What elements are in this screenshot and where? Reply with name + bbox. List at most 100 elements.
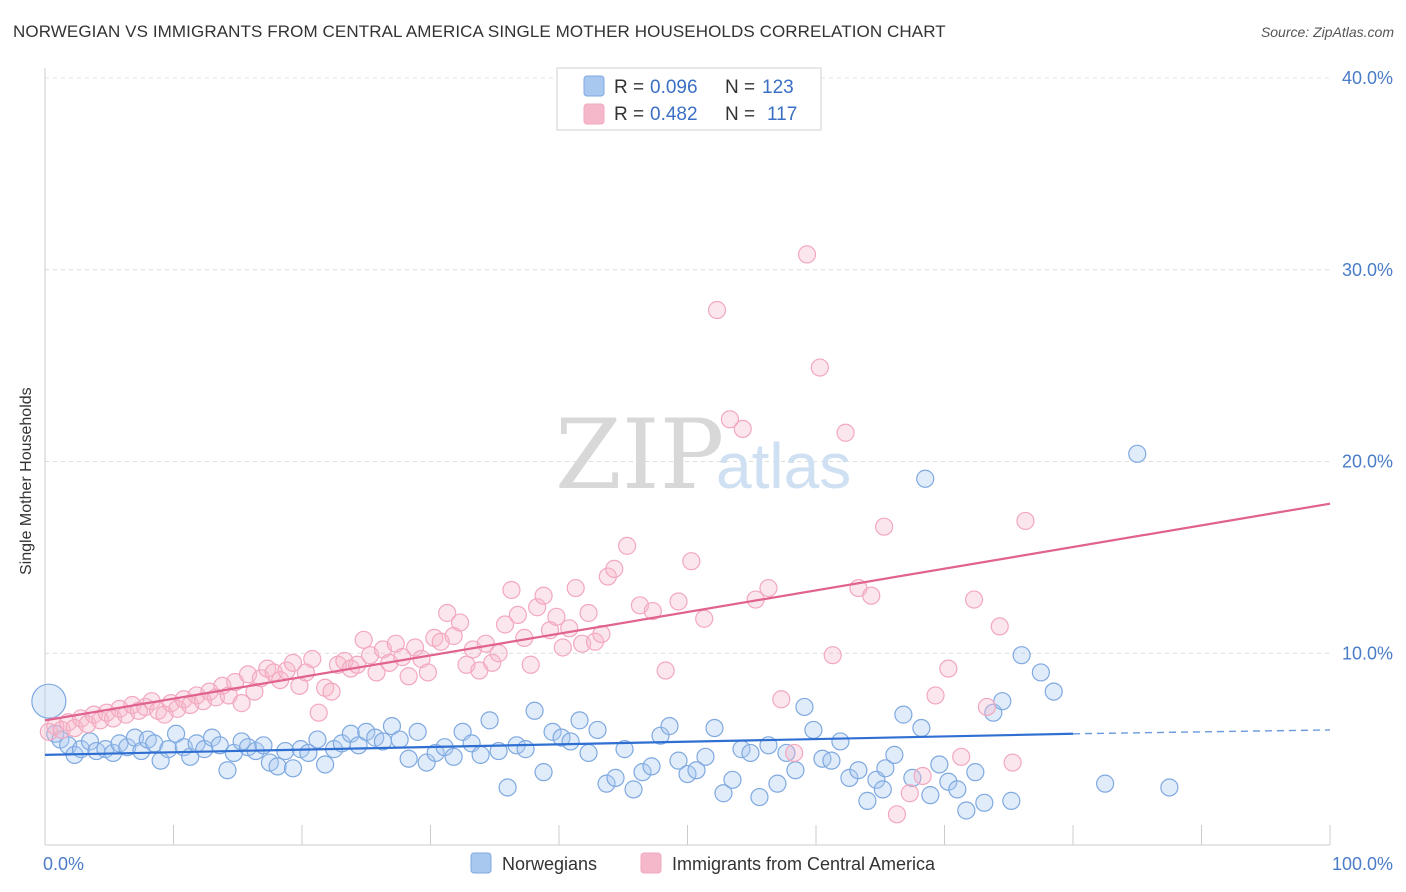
legend-n-label-1: N = bbox=[725, 77, 755, 98]
data-point bbox=[489, 741, 508, 761]
trend-line-central-america bbox=[44, 502, 1331, 722]
x-tick-label-min: 0.0% bbox=[43, 854, 84, 874]
data-point bbox=[733, 419, 752, 439]
data-point bbox=[218, 761, 237, 780]
data-point bbox=[534, 763, 553, 782]
data-point bbox=[316, 755, 335, 774]
data-point bbox=[823, 646, 842, 665]
data-point bbox=[741, 743, 760, 763]
data-point bbox=[624, 780, 643, 799]
data-point bbox=[1016, 511, 1035, 531]
axes bbox=[44, 68, 1331, 846]
data-point bbox=[975, 793, 994, 812]
data-point bbox=[566, 578, 585, 598]
data-point bbox=[309, 703, 328, 722]
data-point bbox=[831, 732, 850, 751]
data-point bbox=[660, 717, 679, 736]
data-point bbox=[283, 759, 303, 778]
data-point bbox=[418, 663, 438, 682]
data-point bbox=[552, 728, 571, 747]
data-point bbox=[786, 761, 805, 780]
x-tick-labels: 0.0% 100.0% bbox=[43, 854, 1393, 874]
data-point bbox=[489, 644, 508, 663]
data-point bbox=[777, 743, 796, 763]
data-point bbox=[516, 740, 535, 759]
data-point bbox=[810, 358, 829, 377]
data-point bbox=[822, 751, 841, 770]
data-point bbox=[382, 717, 402, 736]
legend-r-label-1: R = bbox=[614, 77, 644, 98]
data-point bbox=[605, 559, 624, 578]
data-point bbox=[642, 757, 661, 776]
data-point bbox=[993, 692, 1012, 711]
data-point bbox=[405, 638, 425, 657]
data-point bbox=[875, 517, 894, 536]
data-point bbox=[948, 780, 967, 799]
legend-swatch-central-america bbox=[583, 103, 605, 125]
data-point bbox=[912, 718, 931, 738]
data-point bbox=[232, 694, 251, 713]
data-point bbox=[118, 738, 137, 757]
data-point bbox=[438, 603, 457, 623]
data-point bbox=[166, 724, 186, 743]
data-point bbox=[926, 686, 945, 705]
watermark-zip: ZIP bbox=[555, 399, 724, 511]
data-point bbox=[707, 300, 727, 320]
source-label: Source: ZipAtlas.com bbox=[1260, 24, 1394, 40]
data-point bbox=[521, 655, 540, 674]
data-point bbox=[159, 740, 178, 759]
data-point bbox=[885, 745, 904, 764]
legend-n-value-2: 117 bbox=[767, 104, 797, 125]
data-point bbox=[498, 778, 517, 797]
data-point bbox=[561, 732, 580, 751]
data-point bbox=[525, 701, 544, 720]
data-point bbox=[308, 730, 327, 749]
data-point bbox=[1128, 444, 1147, 463]
legend-r-label-2: R = bbox=[614, 104, 644, 125]
data-point bbox=[1096, 774, 1115, 793]
bottom-legend-label-central-america: Immigrants from Central America bbox=[672, 854, 936, 874]
y-tick-label: 40.0% bbox=[1342, 68, 1393, 88]
trend-line-norwegians bbox=[44, 732, 1074, 756]
chart-title: NORWEGIAN VS IMMIGRANTS FROM CENTRAL AME… bbox=[13, 22, 946, 41]
data-point bbox=[1003, 753, 1022, 772]
data-point bbox=[483, 653, 502, 672]
y-tick-labels: 10.0% 20.0% 30.0% 40.0% bbox=[1342, 68, 1393, 663]
bottom-legend-swatch-norwegians bbox=[470, 852, 492, 874]
data-point bbox=[873, 780, 892, 799]
data-point bbox=[399, 749, 418, 768]
data-point bbox=[508, 605, 527, 625]
data-point bbox=[696, 747, 715, 766]
data-point bbox=[444, 747, 463, 766]
data-point bbox=[1044, 682, 1063, 701]
data-point bbox=[705, 718, 724, 738]
series-central-america-points bbox=[39, 245, 1035, 824]
data-point bbox=[966, 763, 985, 782]
x-tick-label-max: 100.0% bbox=[1332, 854, 1393, 874]
data-point bbox=[682, 552, 701, 571]
data-point bbox=[669, 751, 688, 770]
data-point bbox=[813, 749, 832, 768]
watermark: ZIP atlas bbox=[555, 399, 851, 511]
data-point bbox=[768, 774, 787, 793]
data-point bbox=[390, 730, 409, 749]
data-point bbox=[772, 690, 791, 709]
legend-n-label-2: N = bbox=[725, 104, 755, 125]
data-point bbox=[303, 649, 322, 669]
legend-r-value-1: 0.096 bbox=[650, 77, 698, 98]
data-point bbox=[916, 469, 935, 488]
legend-n-value-1: 123 bbox=[762, 77, 794, 98]
data-point bbox=[797, 245, 817, 264]
data-point bbox=[723, 770, 742, 789]
data-point bbox=[283, 653, 303, 672]
trend-lines bbox=[44, 502, 1331, 756]
data-point bbox=[606, 768, 625, 787]
data-point bbox=[720, 410, 740, 429]
bottom-legend: Norwegians Immigrants from Central Ameri… bbox=[470, 852, 936, 874]
data-point bbox=[714, 784, 733, 803]
data-point bbox=[579, 603, 598, 623]
data-point bbox=[795, 697, 814, 717]
data-point bbox=[964, 590, 984, 609]
data-point bbox=[570, 711, 589, 730]
data-point bbox=[534, 586, 553, 605]
